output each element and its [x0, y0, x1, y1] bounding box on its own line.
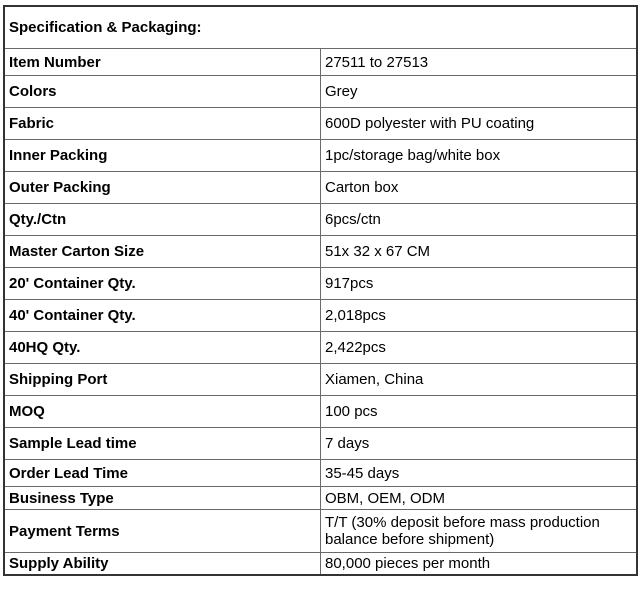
row-value: 600D polyester with PU coating — [320, 107, 638, 140]
row-value: 100 pcs — [320, 395, 638, 428]
table-row: Sample Lead time 7 days — [3, 427, 638, 460]
row-label: 20' Container Qty. — [3, 267, 321, 300]
table-row: 40HQ Qty. 2,422pcs — [3, 331, 638, 364]
table-row: 40' Container Qty. 2,018pcs — [3, 299, 638, 332]
row-value: 27511 to 27513 — [320, 48, 638, 76]
table-row: Business Type OBM, OEM, ODM — [3, 486, 638, 510]
row-value: Carton box — [320, 171, 638, 204]
table-row: Item Number 27511 to 27513 — [3, 48, 638, 76]
row-label: Colors — [3, 75, 321, 108]
table-row: Outer Packing Carton box — [3, 171, 638, 204]
table-row: Inner Packing 1pc/storage bag/white box — [3, 139, 638, 172]
row-label: 40' Container Qty. — [3, 299, 321, 332]
row-label: Qty./Ctn — [3, 203, 321, 236]
table-title: Specification & Packaging: — [3, 5, 638, 49]
table-row: Supply Ability 80,000 pieces per month — [3, 552, 638, 576]
table-row: 20' Container Qty. 917pcs — [3, 267, 638, 300]
row-value: 917pcs — [320, 267, 638, 300]
row-value: Grey — [320, 75, 638, 108]
table-row: Colors Grey — [3, 75, 638, 108]
row-label: Business Type — [3, 486, 321, 510]
row-value: OBM, OEM, ODM — [320, 486, 638, 510]
row-label: Sample Lead time — [3, 427, 321, 460]
table-row: Qty./Ctn 6pcs/ctn — [3, 203, 638, 236]
row-value: Xiamen, China — [320, 363, 638, 396]
table-row: Master Carton Size 51x 32 x 67 CM — [3, 235, 638, 268]
table-row: Payment Terms T/T (30% deposit before ma… — [3, 509, 638, 553]
row-value: 1pc/storage bag/white box — [320, 139, 638, 172]
row-label: Shipping Port — [3, 363, 321, 396]
row-label: Inner Packing — [3, 139, 321, 172]
row-value: 51x 32 x 67 CM — [320, 235, 638, 268]
table-title-row: Specification & Packaging: — [3, 5, 638, 49]
row-label: Item Number — [3, 48, 321, 76]
row-value: 2,018pcs — [320, 299, 638, 332]
row-value: T/T (30% deposit before mass production … — [320, 509, 638, 553]
table-row: Shipping Port Xiamen, China — [3, 363, 638, 396]
row-value: 2,422pcs — [320, 331, 638, 364]
row-label: Fabric — [3, 107, 321, 140]
table-row: Fabric 600D polyester with PU coating — [3, 107, 638, 140]
table-row: Order Lead Time 35-45 days — [3, 459, 638, 487]
row-value: 80,000 pieces per month — [320, 552, 638, 576]
row-label: Master Carton Size — [3, 235, 321, 268]
row-value: 35-45 days — [320, 459, 638, 487]
specification-table: Specification & Packaging: Item Number 2… — [3, 5, 638, 576]
row-label: MOQ — [3, 395, 321, 428]
row-label: Order Lead Time — [3, 459, 321, 487]
table-row: MOQ 100 pcs — [3, 395, 638, 428]
row-label: Outer Packing — [3, 171, 321, 204]
row-value: 6pcs/ctn — [320, 203, 638, 236]
row-value: 7 days — [320, 427, 638, 460]
row-label: Payment Terms — [3, 509, 321, 553]
row-label: 40HQ Qty. — [3, 331, 321, 364]
row-label: Supply Ability — [3, 552, 321, 576]
